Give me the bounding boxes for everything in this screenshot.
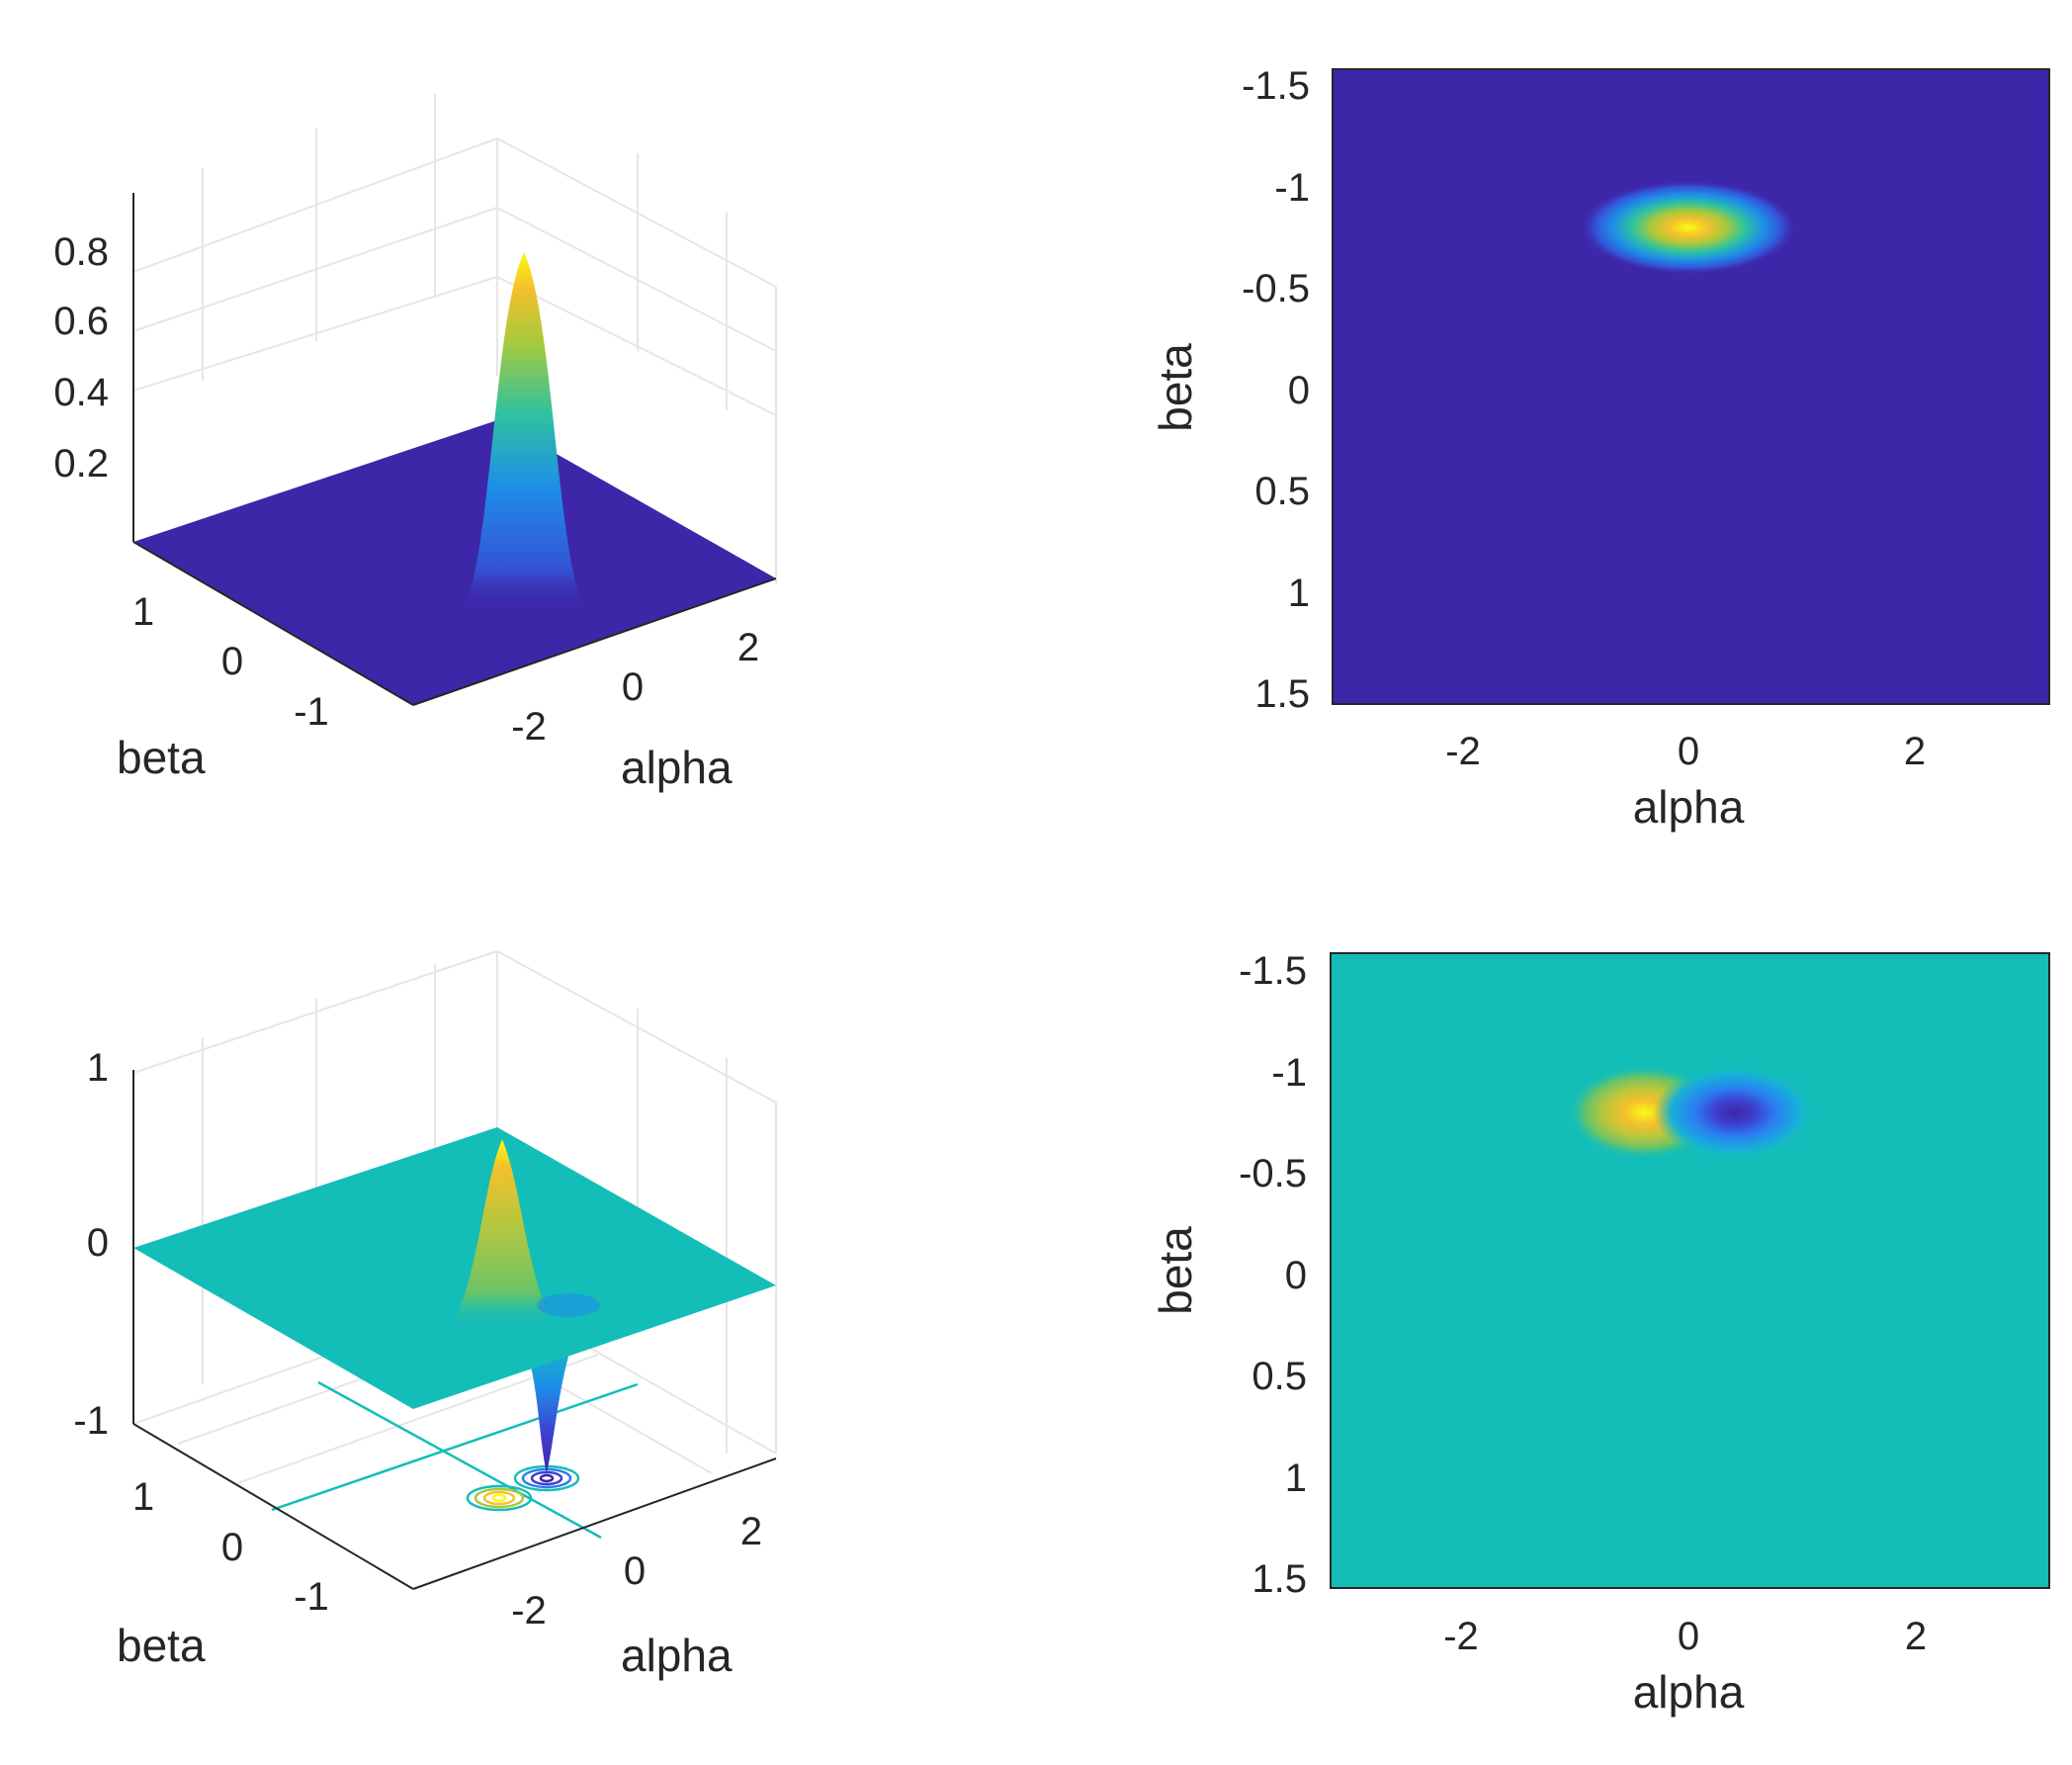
z-tick-label: 0.8 xyxy=(53,230,109,274)
y-tick-label: -1 xyxy=(294,1575,329,1619)
y-tick-label: -1.5 xyxy=(1242,64,1310,108)
heatmap-top-right: -1.5 -1 -0.5 0 0.5 1 1.5 -2 0 2 alpha be… xyxy=(1150,64,2050,833)
axes-top-left xyxy=(132,193,777,706)
x-axis-label: alpha xyxy=(1633,781,1745,833)
z-tick-label: 1 xyxy=(87,1046,109,1090)
y-tick-label: 0.5 xyxy=(1252,1355,1307,1398)
y-tick-label: 1 xyxy=(1285,1456,1307,1500)
heatmap-background xyxy=(1333,69,2049,704)
y-tick-label: -1 xyxy=(1271,1051,1307,1095)
y-tick-label: 0 xyxy=(1285,1254,1307,1297)
heatmap-bottom-right: -1.5 -1 -0.5 0 0.5 1 1.5 -2 0 2 alpha be… xyxy=(1150,949,2050,1718)
x-tick-label: 2 xyxy=(1904,730,1926,773)
surface-plot-top-left: 0.8 0.6 0.4 0.2 1 0 -1 -2 0 2 beta alpha xyxy=(53,94,777,793)
y-tick-label: 1.5 xyxy=(1252,1557,1307,1601)
surface-plot-bottom-left: 1 0 -1 1 0 -1 -2 0 2 beta alpha xyxy=(73,950,777,1681)
x-tick-label: 2 xyxy=(737,626,759,669)
y-axis-label: beta xyxy=(1150,343,1201,432)
x-tick-label: 0 xyxy=(1678,1615,1699,1658)
plot-frame xyxy=(1330,952,2050,1589)
surface-dip xyxy=(537,1293,600,1317)
z-tick-label: 0.2 xyxy=(53,442,109,485)
x-tick-label: -2 xyxy=(511,1589,547,1633)
z-tick-label: 0.4 xyxy=(53,371,109,414)
y-tick-label: 1 xyxy=(132,590,154,634)
y-axis-label: beta xyxy=(117,1620,206,1671)
z-tick-label: -1 xyxy=(73,1399,109,1443)
y-tick-label: 0 xyxy=(221,640,243,683)
plot-frame xyxy=(1332,68,2050,705)
y-axis-label: beta xyxy=(1150,1226,1201,1315)
y-tick-label: -0.5 xyxy=(1239,1152,1307,1195)
contour-line xyxy=(271,1382,639,1512)
x-tick-label: 2 xyxy=(740,1510,762,1553)
y-tick-label: 1.5 xyxy=(1254,672,1310,716)
x-axis-label: alpha xyxy=(621,1630,733,1681)
x-tick-label: 2 xyxy=(1905,1615,1927,1658)
y-tick-label: -1 xyxy=(294,690,329,734)
heatmap-negative-peak xyxy=(1654,1065,1816,1160)
x-tick-label: 0 xyxy=(624,1549,646,1593)
surface-plane xyxy=(133,1127,776,1409)
axes-bottom-left xyxy=(132,1070,777,1590)
z-tick-label: 0.6 xyxy=(53,300,109,343)
y-tick-label: 1 xyxy=(1288,572,1310,615)
x-axis-label: alpha xyxy=(1633,1666,1745,1718)
x-tick-label: -2 xyxy=(1445,730,1481,773)
heatmap-peak xyxy=(1580,180,1797,275)
z-tick-label: 0 xyxy=(87,1221,109,1265)
y-tick-label: -1 xyxy=(1274,166,1310,210)
surface-trough xyxy=(524,1340,573,1473)
x-tick-label: -2 xyxy=(1443,1615,1479,1658)
y-tick-label: 0 xyxy=(1288,369,1310,412)
y-tick-label: 0 xyxy=(221,1526,243,1569)
contour-line xyxy=(317,1380,602,1540)
y-tick-label: 0.5 xyxy=(1254,470,1310,513)
y-axis-label: beta xyxy=(117,732,206,783)
grid-top-left xyxy=(132,94,777,583)
y-tick-label: -0.5 xyxy=(1242,267,1310,310)
x-tick-label: -2 xyxy=(511,705,547,749)
x-tick-label: 0 xyxy=(1678,730,1699,773)
y-tick-label: 1 xyxy=(132,1475,154,1519)
x-axis-label: alpha xyxy=(621,742,733,793)
heatmap-background xyxy=(1331,953,2049,1588)
y-tick-label: -1.5 xyxy=(1239,949,1307,993)
surface-peak xyxy=(463,252,585,613)
surface-peak xyxy=(450,1139,556,1330)
x-tick-label: 0 xyxy=(622,665,644,709)
